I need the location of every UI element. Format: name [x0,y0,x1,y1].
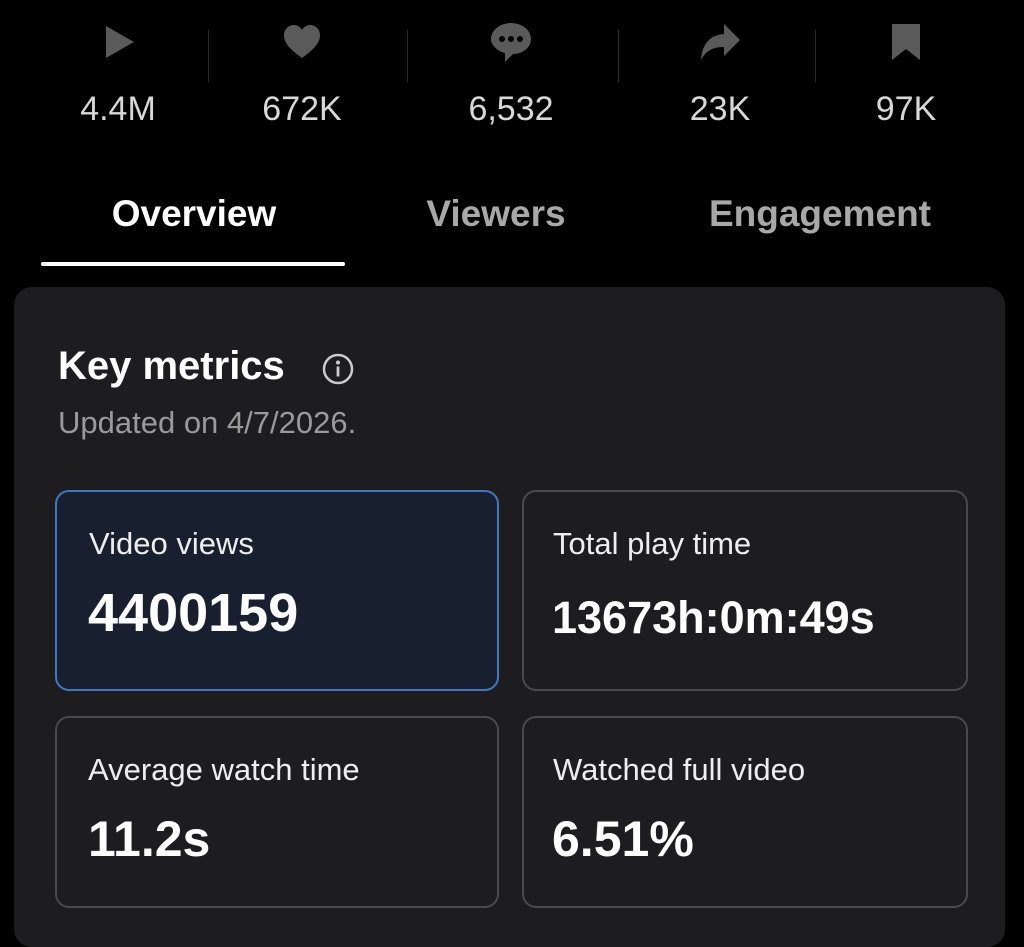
metric-label: Average watch time [88,752,360,787]
metric-label: Video views [89,526,254,561]
heart-icon [284,25,320,58]
tab[interactable]: Overview [111,193,277,234]
tab-underline [41,262,345,266]
metric-label: Total play time [553,526,752,561]
metric-tile[interactable] [55,490,499,691]
metric-value: 11.2s [88,811,211,867]
info-icon[interactable] [322,353,354,385]
updated-text: Updated on 4/7/2026. [58,405,357,440]
metric-value: 6.51% [552,811,694,867]
divider [815,30,816,82]
play-icon [106,26,134,58]
card-title: Key metrics [58,344,285,388]
tab[interactable]: Viewers [426,193,566,234]
metric-tile[interactable] [522,716,968,908]
stat-count: 23K [689,90,751,128]
stat-count: 6,532 [468,90,554,128]
divider [208,30,209,82]
metric-value: 13673h:0m:49s [552,592,875,643]
stat-count: 4.4M [80,90,156,128]
divider [618,30,619,82]
tab[interactable]: Engagement [708,193,932,234]
bookmark-icon [892,24,920,60]
comment-icon [491,23,531,62]
metric-tile[interactable] [55,716,499,908]
page: 4.4M 672K 6,532 23K 97K Overview Viewers… [14,23,1005,947]
metric-value: 4400159 [88,583,299,643]
share-icon [701,24,740,60]
stat-count: 97K [875,90,937,128]
divider [407,30,408,82]
metric-label: Watched full video [553,752,806,787]
stat-count: 672K [262,90,342,128]
metric-tile[interactable] [522,490,968,691]
